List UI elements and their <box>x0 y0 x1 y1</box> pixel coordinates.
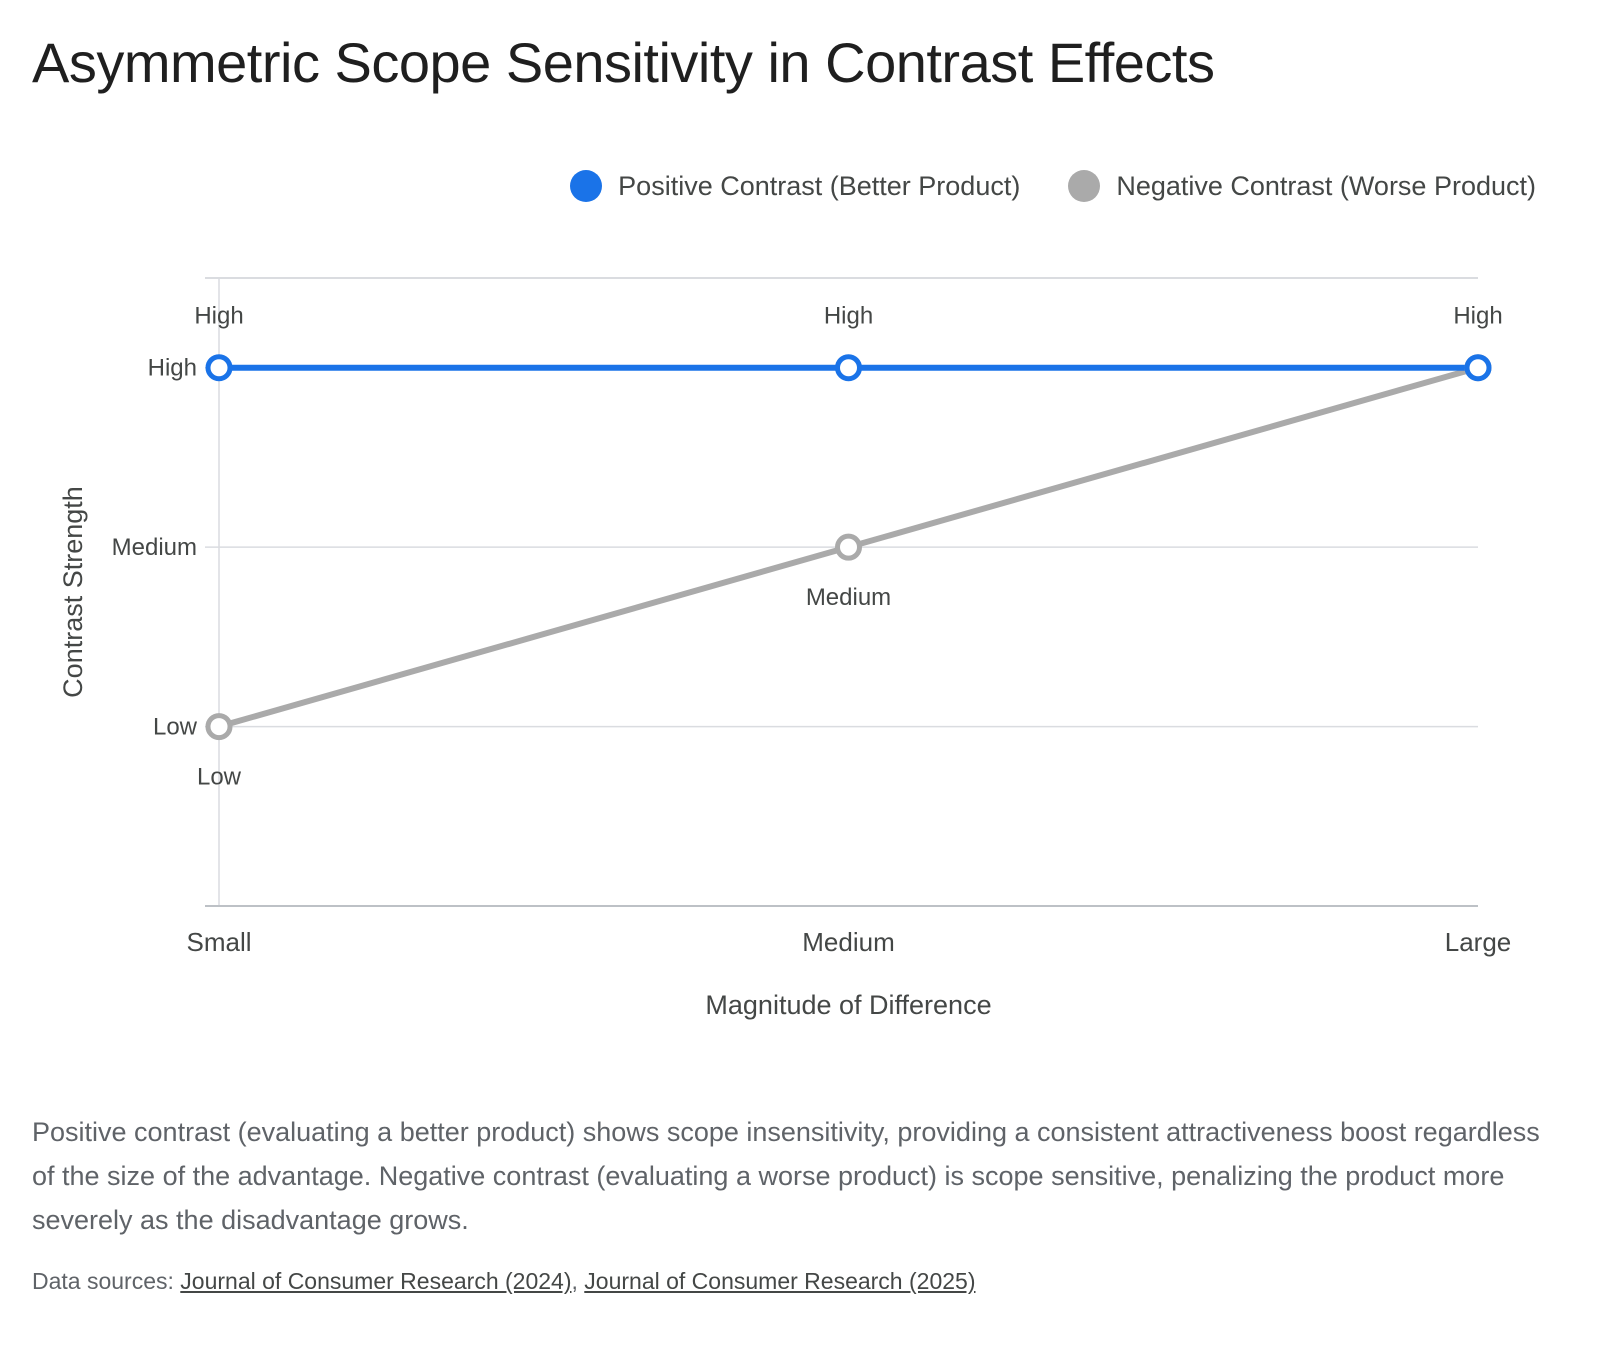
legend-label-positive: Positive Contrast (Better Product) <box>618 170 1021 201</box>
data-point-positive <box>1464 354 1492 382</box>
data-point-positive <box>205 354 233 382</box>
x-tick-label: Medium <box>802 927 894 957</box>
data-point-negative <box>205 713 233 741</box>
x-tick-label: Small <box>186 927 251 957</box>
legend-label-negative: Negative Contrast (Worse Product) <box>1116 170 1536 201</box>
y-tick-label: High <box>148 355 197 382</box>
data-label-negative: Medium <box>806 584 891 611</box>
chart-description: Positive contrast (evaluating a better p… <box>32 1117 1540 1235</box>
source-link-1[interactable]: Journal of Consumer Research (2024) <box>180 1268 572 1294</box>
chart-title: Asymmetric Scope Sensitivity in Contrast… <box>32 31 1215 94</box>
legend-swatch-negative <box>1068 170 1101 202</box>
sources-prefix: Data sources: <box>32 1268 181 1294</box>
line-chart: Low Medium High Small Medium Large Magnitude o… <box>58 277 1512 1020</box>
data-point-positive <box>835 354 862 382</box>
source-link-2[interactable]: Journal of Consumer Research (2025) <box>584 1268 976 1294</box>
data-label-positive: High <box>1453 303 1502 330</box>
x-axis-title: Magnitude of Difference <box>705 990 991 1020</box>
legend-item-negative[interactable]: Negative Contrast (Worse Product) <box>1068 170 1536 202</box>
data-sources: Data sources: Journal of Consumer Resear… <box>32 1268 975 1295</box>
data-point-negative <box>835 533 862 561</box>
legend-item-positive[interactable]: Positive Contrast (Better Product) <box>570 170 1020 202</box>
y-tick-label: Medium <box>112 534 197 561</box>
data-label-positive: High <box>194 303 243 330</box>
x-tick-label: Large <box>1445 927 1512 957</box>
sources-separator: , <box>571 1268 585 1294</box>
legend: Positive Contrast (Better Product) Negat… <box>522 170 1536 202</box>
legend-swatch-positive <box>570 170 603 202</box>
data-label-negative: Low <box>197 764 242 791</box>
y-tick-label: Low <box>153 714 198 741</box>
data-label-positive: High <box>824 303 873 330</box>
y-axis-title: Contrast Strength <box>58 486 88 698</box>
